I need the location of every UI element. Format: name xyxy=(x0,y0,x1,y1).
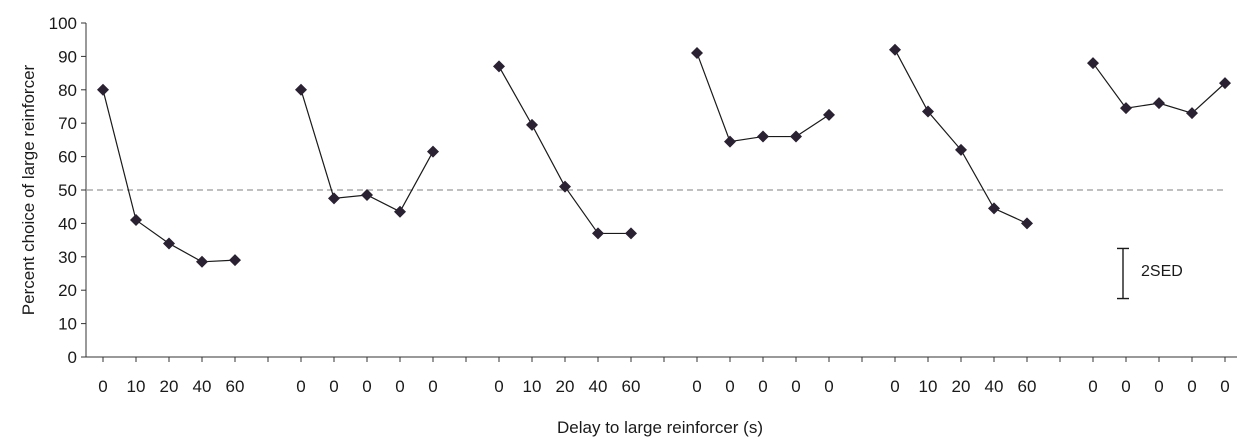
x-tick-label: 0 xyxy=(1154,377,1163,396)
x-tick-label: 40 xyxy=(193,377,212,396)
x-tick-label: 10 xyxy=(523,377,542,396)
x-tick-label: 60 xyxy=(622,377,641,396)
data-point xyxy=(691,47,703,60)
data-point xyxy=(427,145,439,158)
x-tick-label: 40 xyxy=(985,377,1004,396)
x-tick-label: 0 xyxy=(362,377,371,396)
data-point xyxy=(493,60,505,73)
data-point xyxy=(988,202,1000,215)
x-tick-label: 0 xyxy=(890,377,899,396)
x-tick-label: 0 xyxy=(758,377,767,396)
x-tick-label: 0 xyxy=(296,377,305,396)
x-tick-label: 0 xyxy=(725,377,734,396)
data-point xyxy=(163,237,175,250)
x-tick-label: 0 xyxy=(1121,377,1130,396)
data-point xyxy=(196,255,208,268)
series-6 xyxy=(1087,57,1231,120)
y-tick-label: 50 xyxy=(58,181,77,200)
y-tick-label: 20 xyxy=(58,281,77,300)
data-point xyxy=(724,135,736,148)
series-2 xyxy=(295,83,439,218)
x-tick-label: 60 xyxy=(226,377,245,396)
data-point xyxy=(559,180,571,193)
x-tick-label: 0 xyxy=(692,377,701,396)
data-point xyxy=(526,118,538,131)
x-tick-label: 60 xyxy=(1018,377,1037,396)
series-5 xyxy=(889,43,1033,230)
data-point xyxy=(1120,102,1132,115)
y-tick-label: 60 xyxy=(58,148,77,167)
x-tick-label: 10 xyxy=(919,377,938,396)
x-tick-label: 20 xyxy=(952,377,971,396)
data-point xyxy=(592,227,604,240)
series-line xyxy=(498,66,631,235)
data-point xyxy=(823,108,835,121)
x-tick-label: 0 xyxy=(395,377,404,396)
x-tick-label: 0 xyxy=(428,377,437,396)
x-tick-label: 0 xyxy=(98,377,107,396)
data-point xyxy=(790,130,802,143)
data-point xyxy=(922,105,934,118)
series-line xyxy=(894,49,1028,224)
data-point xyxy=(229,254,241,267)
data-point xyxy=(1021,217,1033,230)
x-tick-label: 0 xyxy=(1220,377,1229,396)
data-point xyxy=(361,189,373,202)
data-point xyxy=(328,192,340,205)
x-axis-title: Delay to large reinforcer (s) xyxy=(557,418,763,437)
x-tick-label: 10 xyxy=(127,377,146,396)
x-tick-label: 0 xyxy=(824,377,833,396)
y-tick-label: 80 xyxy=(58,81,77,100)
x-tick-label: 0 xyxy=(791,377,800,396)
y-tick-label: 100 xyxy=(49,14,77,33)
y-axis-title: Percent choice of large reinforcer xyxy=(19,64,38,315)
data-point xyxy=(955,143,967,156)
series-4 xyxy=(691,47,835,148)
y-axis: 0 10 20 30 40 50 60 70 80 90 100 xyxy=(49,14,87,367)
series-line xyxy=(102,89,236,263)
data-point xyxy=(1219,77,1231,90)
data-point xyxy=(394,205,406,218)
error-bar-label: 2SED xyxy=(1141,263,1183,280)
series-layer xyxy=(97,43,1231,268)
data-point xyxy=(625,227,637,240)
x-tick-label: 40 xyxy=(589,377,608,396)
data-point xyxy=(295,83,307,96)
series-1 xyxy=(97,83,241,268)
x-tick-label: 0 xyxy=(1088,377,1097,396)
x-tick-label: 20 xyxy=(160,377,179,396)
data-point xyxy=(130,214,142,227)
y-tick-label: 10 xyxy=(58,315,77,334)
x-tick-label: 20 xyxy=(556,377,575,396)
y-tick-label: 70 xyxy=(58,114,77,133)
x-tick-label: 0 xyxy=(1187,377,1196,396)
y-tick-label: 90 xyxy=(58,47,77,66)
data-point xyxy=(757,130,769,143)
series-line xyxy=(696,52,830,143)
data-point xyxy=(1186,107,1198,120)
series-3 xyxy=(493,60,637,240)
data-point xyxy=(1153,97,1165,110)
y-tick-label: 0 xyxy=(68,348,77,367)
x-axis: 0 10 20 40 60 0 0 0 0 0 0 10 20 40 60 0 0 0 0 0 0 10 20 40 60 0 0 0… xyxy=(86,356,1237,396)
y-tick-label: 30 xyxy=(58,248,77,267)
data-point xyxy=(1087,57,1099,70)
data-point xyxy=(97,83,109,96)
x-tick-label: 0 xyxy=(329,377,338,396)
data-point xyxy=(889,43,901,56)
x-tick-label: 0 xyxy=(494,377,503,396)
error-bar-2sed xyxy=(1117,247,1129,300)
y-tick-label: 40 xyxy=(58,214,77,233)
